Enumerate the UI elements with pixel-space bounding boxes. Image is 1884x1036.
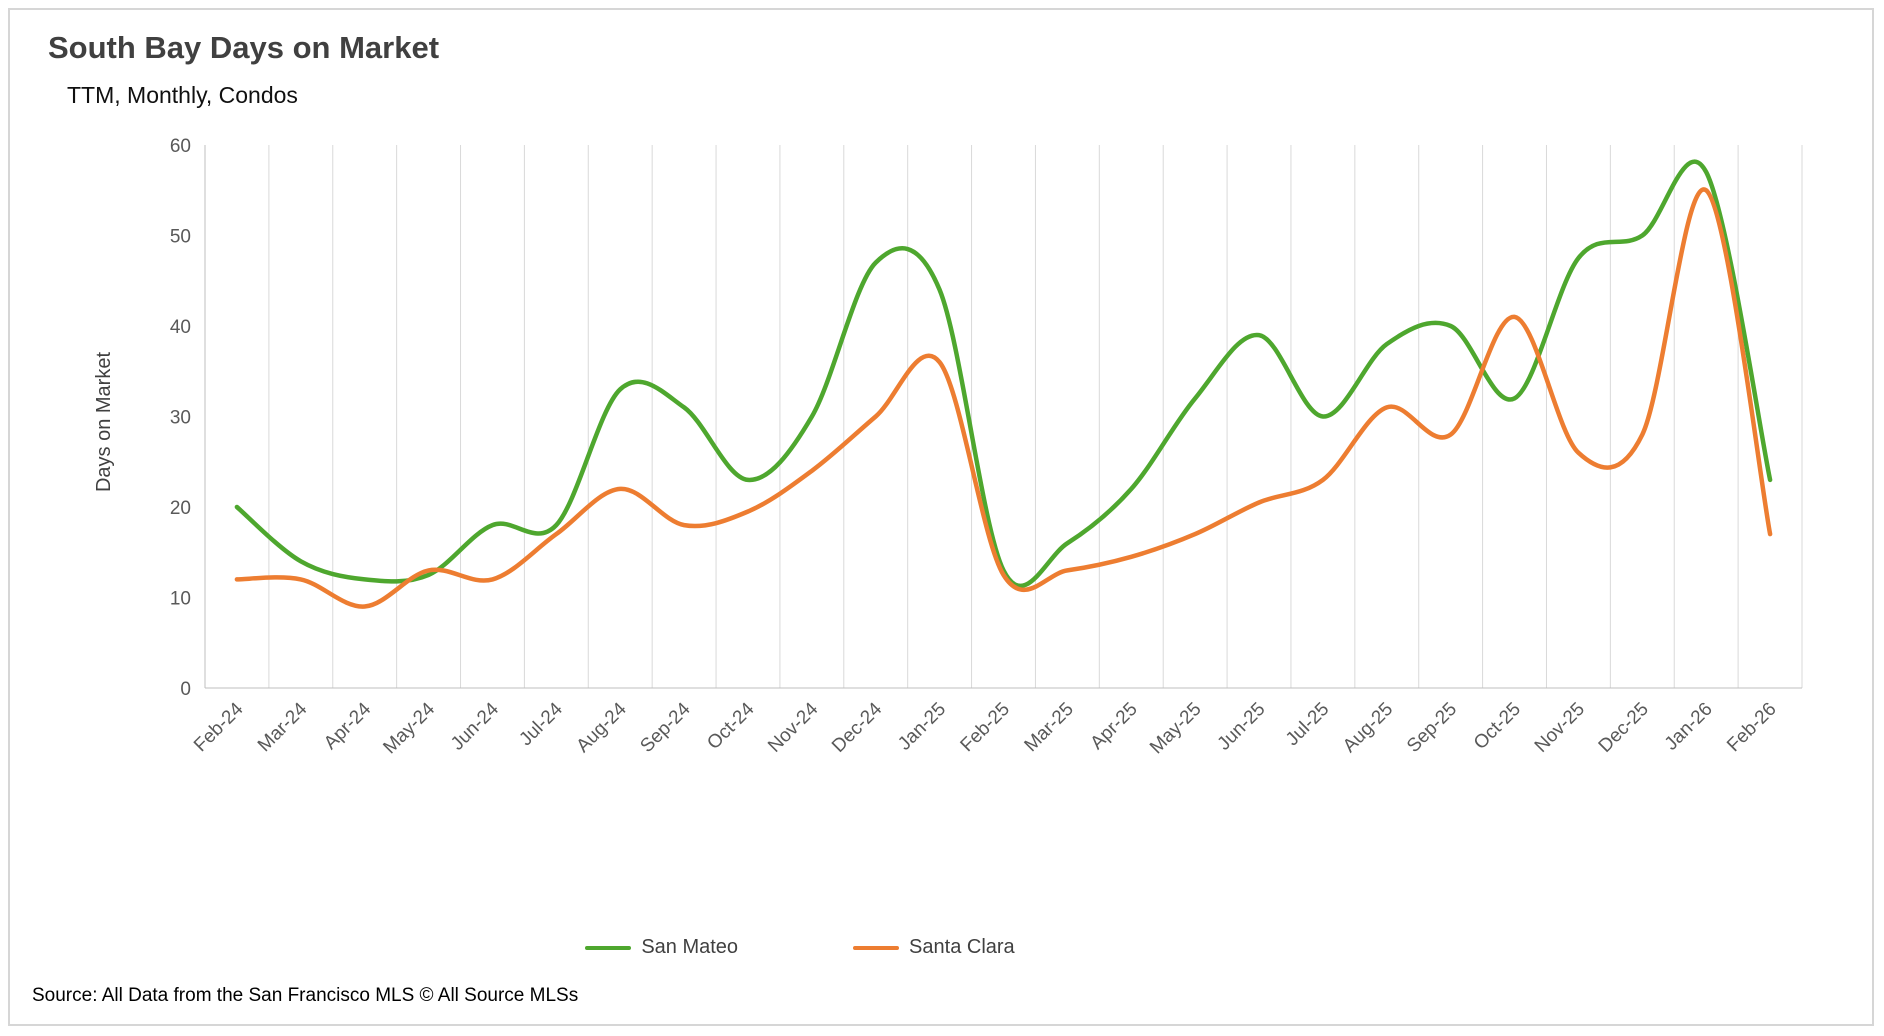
- x-tick-label: Dec-24: [828, 698, 886, 756]
- series-line-santa-clara: [234, 187, 1773, 609]
- x-tick-label: Mar-24: [254, 698, 312, 756]
- x-tick-label: Apr-25: [1087, 699, 1142, 754]
- legend-label-san-mateo: San Mateo: [641, 936, 739, 958]
- y-tick-label: 0: [180, 679, 191, 700]
- x-tick-label: Oct-25: [1470, 699, 1525, 754]
- x-tick-label: May-25: [1146, 699, 1206, 759]
- x-tick-label: Mar-25: [1021, 699, 1078, 756]
- y-tick-label: 30: [170, 408, 191, 429]
- x-tick-label: Dec-25: [1595, 699, 1653, 757]
- legend-item-san-mateo: San Mateo: [585, 936, 738, 959]
- chart-title: South Bay Days on Market: [48, 30, 440, 65]
- y-tick-label: 20: [170, 498, 191, 519]
- source-note: Source: All Data from the San Francisco …: [32, 985, 579, 1006]
- x-tick-label: May-24: [379, 698, 439, 758]
- x-tick-label: Nov-24: [764, 698, 822, 756]
- x-tick-label: Nov-25: [1531, 699, 1589, 757]
- y-tick-label: 50: [170, 227, 191, 248]
- chart-legend: San Mateo Santa Clara: [200, 936, 1400, 959]
- y-tick-label: 10: [170, 589, 191, 610]
- x-tick-label: Aug-25: [1339, 699, 1397, 757]
- x-tick-label: Jul-25: [1282, 699, 1333, 750]
- x-tick-label: Feb-25: [957, 699, 1014, 756]
- series-line-san-mateo: [234, 159, 1773, 589]
- legend-line-swatch-santa-clara: [853, 945, 900, 950]
- chart-canvas: Days on Market 0 10 20 30 40 50 60 Feb-24 Mar-24…: [93, 136, 1803, 759]
- x-tick-label: Aug-24: [573, 698, 631, 756]
- legend-line-swatch-san-mateo: [585, 945, 632, 950]
- legend-item-santa-clara: Santa Clara: [853, 936, 1015, 959]
- x-tick-label: Oct-24: [703, 698, 758, 753]
- x-tick-label: Sep-24: [636, 698, 694, 756]
- x-tick-label: Jul-24: [515, 698, 567, 750]
- x-tick-label: Feb-26: [1723, 699, 1780, 756]
- chart-frame: South Bay Days on Market TTM, Monthly, C…: [8, 8, 1874, 1026]
- legend-label-santa-clara: Santa Clara: [909, 936, 1015, 958]
- chart-subtitle: TTM, Monthly, Condos: [67, 82, 298, 108]
- y-axis-title: Days on Market: [93, 352, 115, 492]
- x-tick-label: Jun-24: [447, 698, 503, 754]
- y-tick-label: 60: [170, 136, 191, 157]
- x-tick-label: Jun-25: [1214, 699, 1270, 755]
- y-tick-label: 40: [170, 317, 191, 338]
- x-tick-label: Jan-25: [894, 699, 950, 755]
- x-tick-label: Apr-24: [320, 698, 375, 753]
- x-tick-label: Feb-24: [190, 698, 248, 756]
- x-tick-label: Sep-25: [1403, 699, 1461, 757]
- x-tick-label: Jan-26: [1661, 699, 1717, 755]
